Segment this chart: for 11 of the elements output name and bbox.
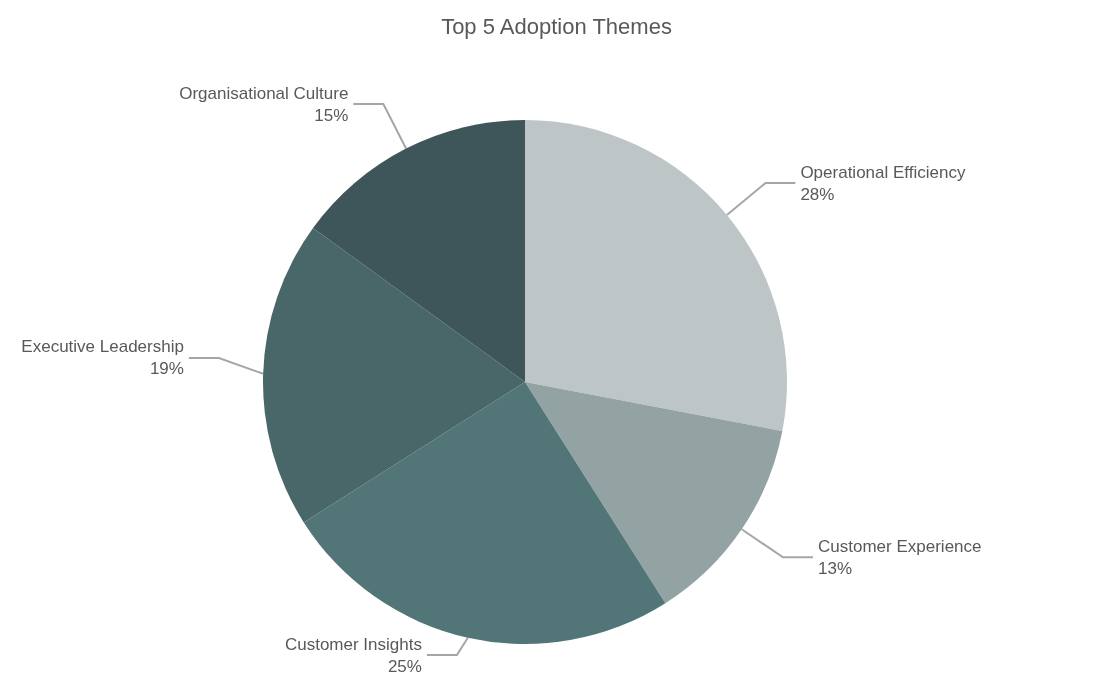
slice-label: Customer Experience <box>818 536 982 556</box>
slice-label: Operational Efficiency <box>800 162 966 182</box>
data-label: 28% <box>800 184 835 204</box>
data-label: 25% <box>387 656 422 676</box>
slice-label: Organisational Culture <box>179 83 349 103</box>
slice-label: Executive Leadership <box>21 337 184 357</box>
data-label: 13% <box>818 558 853 578</box>
chart-title: Top 5 Adoption Themes <box>441 13 672 39</box>
slice-label: Customer Insights <box>284 634 422 654</box>
data-label: 15% <box>314 105 349 125</box>
data-label: 19% <box>149 359 184 379</box>
